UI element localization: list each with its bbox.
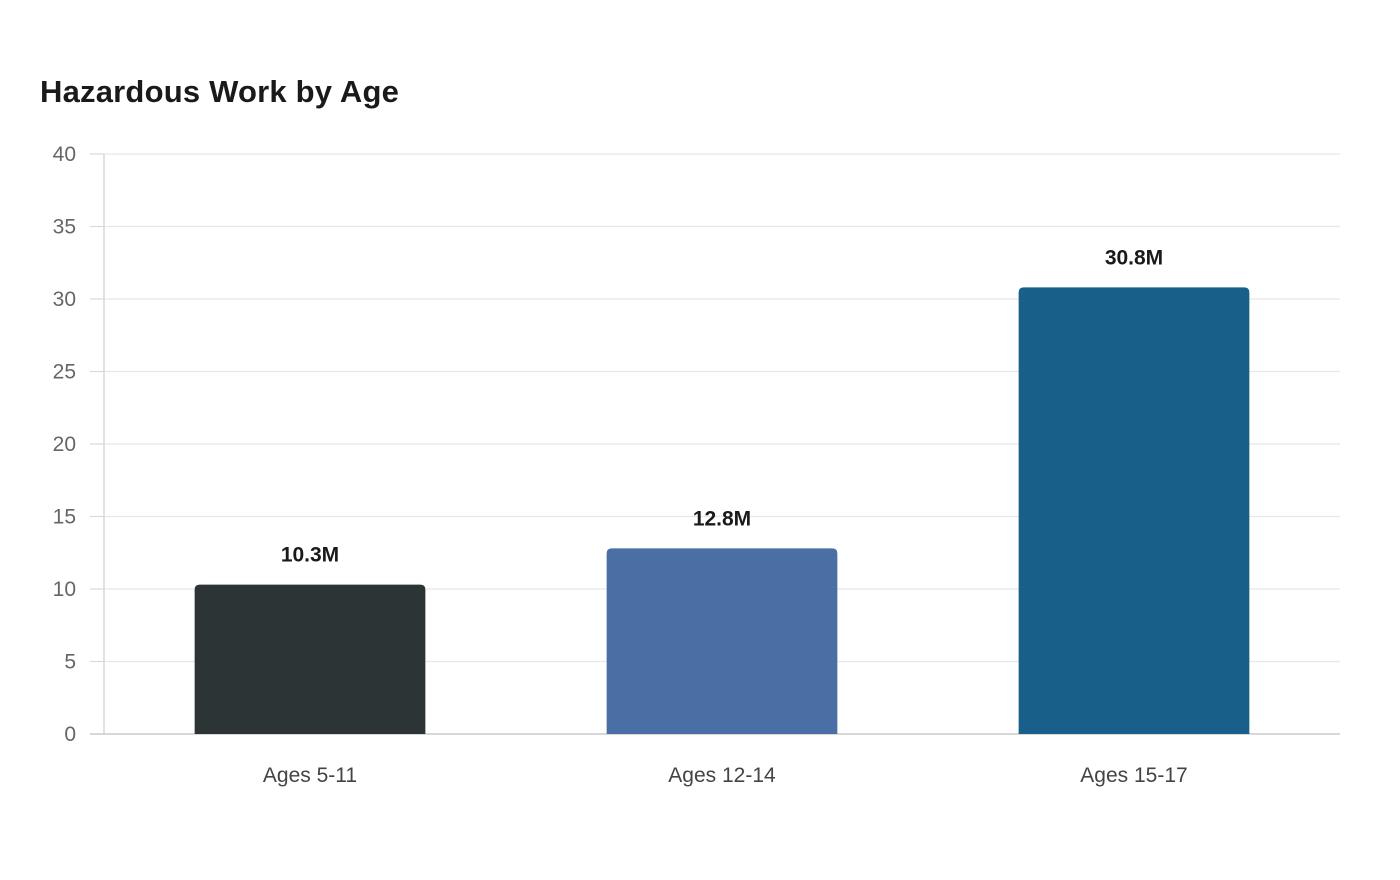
bar-ages-5-11: [194, 584, 426, 734]
y-tick-label: 0: [64, 723, 76, 746]
y-tick-label: 10: [53, 578, 76, 601]
y-tick-label: 25: [53, 361, 76, 384]
bar-ages-15-17: [1018, 287, 1250, 734]
data-label: 30.8M: [1105, 246, 1163, 269]
chart-title: Hazardous Work by Age: [40, 74, 400, 109]
bar-ages-12-14: [606, 548, 838, 734]
y-tick-label: 35: [53, 216, 76, 239]
x-tick-label: Ages 12-14: [668, 764, 776, 787]
y-tick-label: 15: [53, 506, 76, 529]
y-tick-label: 20: [53, 433, 76, 456]
y-tick-label: 5: [64, 651, 76, 674]
data-label: 10.3M: [281, 544, 339, 567]
y-tick-label: 30: [53, 288, 76, 311]
x-tick-labels: Ages 5-11 Ages 12-14 Ages 15-17: [263, 764, 1188, 787]
data-labels: 10.3M 12.8M 30.8M: [281, 246, 1163, 566]
x-tick-label: Ages 15-17: [1080, 764, 1187, 787]
y-tick-label: 40: [53, 143, 76, 166]
y-tick-labels: 0 5 10 15 20 25 30 35 40: [53, 143, 76, 746]
data-label: 12.8M: [693, 507, 751, 530]
x-tick-label: Ages 5-11: [263, 764, 357, 787]
bars: [194, 287, 1250, 734]
